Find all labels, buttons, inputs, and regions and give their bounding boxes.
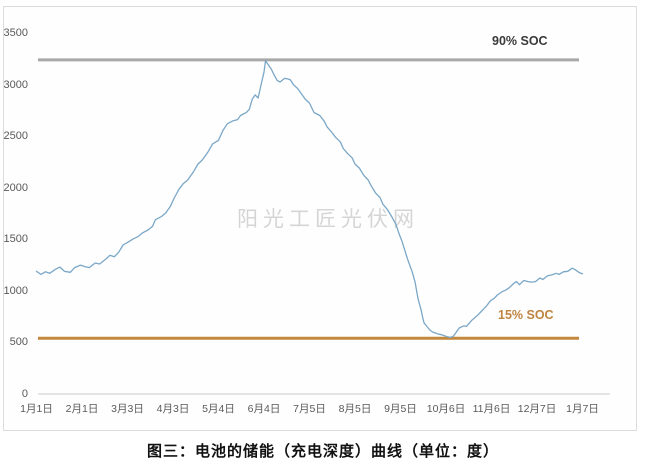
chart-panel: 阳光工匠光伏网 <box>3 6 637 431</box>
y-tick-label: 1000 <box>3 284 28 297</box>
ref-line-label-90-soc: 90% SOC <box>492 34 548 48</box>
x-tick-label: 4月3日 <box>156 403 190 415</box>
watermark-text: 阳光工匠光伏网 <box>237 208 419 231</box>
y-tick-label: 3500 <box>3 27 28 39</box>
x-tick-label: 6月4日 <box>247 403 281 415</box>
x-tick-label: 5月4日 <box>202 403 235 415</box>
x-tick-label: 9月5日 <box>384 403 417 415</box>
soc-curve <box>35 60 584 339</box>
x-tick-label: 7月5日 <box>293 403 326 415</box>
y-tick-label: 2000 <box>3 181 28 194</box>
x-tick-label: 12月7日 <box>517 403 557 415</box>
y-tick-label: 2500 <box>3 130 28 143</box>
x-tick-label: 8月5日 <box>338 403 372 415</box>
y-tick-label: 0 <box>21 388 28 400</box>
y-tick-label: 500 <box>9 336 28 349</box>
y-tick-label: 1500 <box>3 233 28 246</box>
x-tick-label: 1月7日 <box>566 403 599 415</box>
y-tick-label: 3000 <box>3 78 28 91</box>
ref-line-label-15-soc: 15% SOC <box>498 308 554 322</box>
x-tick-label: 10月6日 <box>426 403 466 415</box>
figure-caption: 图三：电池的储能（充电深度）曲线（单位：度） <box>146 443 499 460</box>
x-tick-label: 2月1日 <box>65 403 99 415</box>
x-tick-label: 1月1日 <box>20 403 53 415</box>
x-tick-label: 3月3日 <box>111 403 144 415</box>
x-tick-label: 11月6日 <box>472 403 511 415</box>
